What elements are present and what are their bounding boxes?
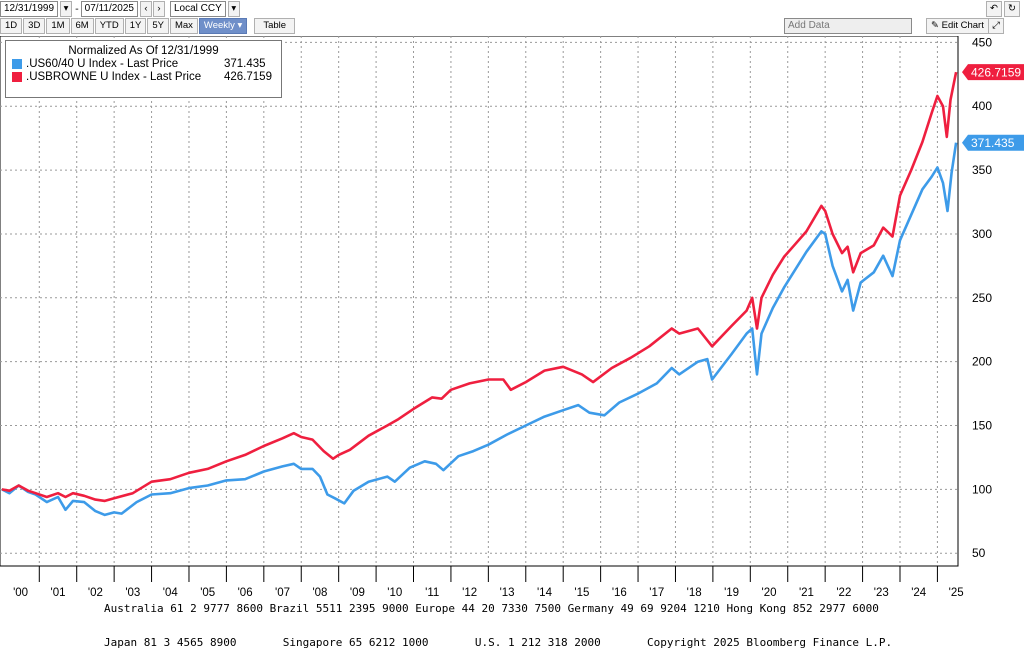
legend-label: .US60/40 U Index - Last Price [26,58,179,70]
x-tick-label: '17 [649,587,664,599]
period-max-button[interactable]: Max [169,18,198,34]
period-1d-button[interactable]: 1D [0,18,23,34]
price-chart: 50 100 150 200 250 300 350 400 450 '00 '01 '02 '03 '0… [0,35,1024,606]
x-tick-label: '21 [799,587,814,599]
table-view-button[interactable]: Table [254,18,296,34]
x-tick-label: '04 [163,587,179,599]
period-3d-button[interactable]: 3D [23,18,46,34]
x-tick-label: '19 [724,587,739,599]
expand-icon[interactable]: ⤢ [988,18,1004,34]
legend-title: Normalized As Of 12/31/1999 [68,45,219,57]
x-tick-label: '24 [911,587,927,599]
frequency-label: Weekly [203,20,235,31]
frequency-select[interactable]: Weekly ▾ [198,18,248,34]
add-data-input[interactable]: Add Data [784,18,912,34]
period-1m-button[interactable]: 1M [46,18,70,34]
x-tick-label: '12 [462,587,477,599]
x-tick-label: '06 [238,587,253,599]
period-1y-button[interactable]: 1Y [124,18,147,34]
y-tick-label: 450 [972,36,992,49]
legend-swatch-blue [12,59,22,69]
period-buttons: 1D 3D 1M 6M YTD 1Y 5Y Max Weekly ▾ Table [0,18,296,34]
legend-value: 371.435 [224,58,266,70]
edit-chart-button[interactable]: ✎ Edit Chart [926,18,989,34]
x-tick-label: '10 [387,587,402,599]
x-tick-label: '15 [574,587,589,599]
x-tick-label: '01 [51,587,66,599]
x-tick-label: '11 [425,587,439,599]
legend-entry-us6040: .US60/40 U Index - Last Price 371.435 [12,58,281,70]
last-value-tag [962,134,1024,151]
next-period-button[interactable]: › [152,1,165,17]
chart-toolbar: 12/31/1999 ▾ - 07/11/2025 ‹ › Local CCY … [0,0,1024,34]
x-tick-label: '18 [687,587,702,599]
footer-contacts-line2: Japan 81 3 4565 8900 Singapore 65 6212 1… [104,636,893,649]
y-tick-label: 150 [972,419,992,433]
line-chart-svg: 50 100 150 200 250 300 350 400 450 '00 '01 '02 '03 '0… [0,35,1024,599]
footer-contacts-line1: Australia 61 2 9777 8600 Brazil 5511 239… [104,602,879,615]
undo-icon[interactable]: ↶ [986,1,1002,17]
currency-select[interactable]: Local CCY [169,1,226,17]
y-tick-label: 100 [972,482,992,496]
x-tick-label: '08 [312,587,327,599]
x-tick-label: '09 [350,587,365,599]
period-ytd-button[interactable]: YTD [94,18,124,34]
edit-chart-label: Edit Chart [941,20,984,31]
y-tick-label: 300 [972,227,992,241]
pencil-icon: ✎ [931,20,939,31]
date-separator: - [75,3,79,15]
x-tick-label: '07 [275,587,290,599]
x-tick-label: '20 [762,587,777,599]
y-tick-label: 200 [972,355,992,369]
legend-swatch-red [12,72,22,82]
last-value-label: 426.7159 [971,66,1021,80]
x-tick-label: '02 [88,587,103,599]
x-tick-label: '00 [13,587,28,599]
last-value-label: 371.435 [971,136,1015,150]
x-tick-label: '23 [874,587,889,599]
series-line-usbrowne [1,71,958,503]
chevron-down-icon: ▾ [237,20,243,31]
y-tick-label: 50 [972,546,986,560]
refresh-icon[interactable]: ↻ [1004,1,1020,17]
start-date-input[interactable]: 12/31/1999 [0,1,59,17]
x-tick-label: '16 [612,587,627,599]
end-date-input[interactable]: 07/11/2025 [80,1,138,17]
x-tick-label: '05 [200,587,215,599]
plot-area [0,35,959,567]
currency-dropdown[interactable]: ▾ [227,1,240,17]
y-tick-label: 350 [972,163,992,177]
legend-entry-usbrowne: .USBROWNE U Index - Last Price 426.7159 [12,71,281,83]
x-tick-label: '14 [537,587,553,599]
last-value-tag [962,64,1024,81]
x-tick-label: '03 [125,587,140,599]
x-tick-label: '13 [500,587,515,599]
x-tick-label: '25 [949,587,964,599]
start-date-dropdown[interactable]: ▾ [60,1,73,17]
x-tick-label: '22 [836,587,851,599]
legend-label: .USBROWNE U Index - Last Price [26,71,202,83]
chart-legend: Normalized As Of 12/31/1999 .US60/40 U I… [5,40,282,98]
series-line-us6040 [1,142,958,517]
period-5y-button[interactable]: 5Y [147,18,169,34]
y-tick-label: 250 [972,291,992,305]
legend-value: 426.7159 [224,71,272,83]
prev-period-button[interactable]: ‹ [139,1,152,17]
y-tick-label: 400 [972,99,992,113]
period-6m-button[interactable]: 6M [70,18,94,34]
